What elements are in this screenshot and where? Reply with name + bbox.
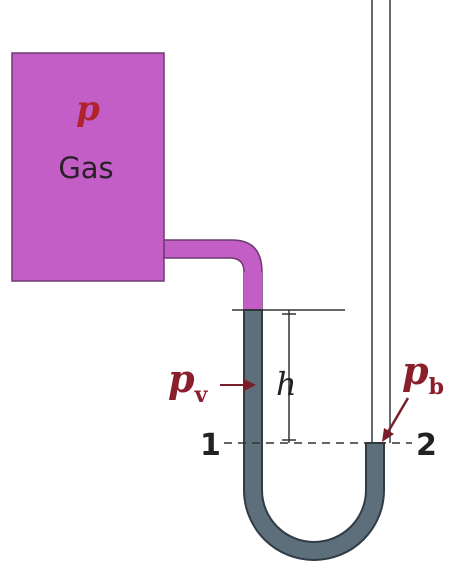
left-leg-gas: [244, 272, 262, 310]
barometric-pressure-subscript: b: [429, 374, 444, 400]
height-label: h: [276, 365, 297, 403]
point-2-label: 2: [416, 428, 437, 463]
pb-arrow-shaft: [386, 397, 410, 433]
gas-pressure-label: p: [76, 89, 100, 129]
u-tube-liquid: [243, 309, 385, 561]
pb-arrow-head: [382, 428, 394, 442]
pv-arrow-head: [244, 379, 256, 391]
gas-label: Gas: [58, 151, 113, 185]
vacuum-pressure-subscript: v: [194, 382, 209, 408]
point-1-label: 1: [200, 428, 221, 463]
vacuum-pressure-label: pv: [168, 356, 209, 408]
gas-tank: [11, 52, 165, 282]
barometric-pressure-label: pb: [402, 348, 444, 400]
